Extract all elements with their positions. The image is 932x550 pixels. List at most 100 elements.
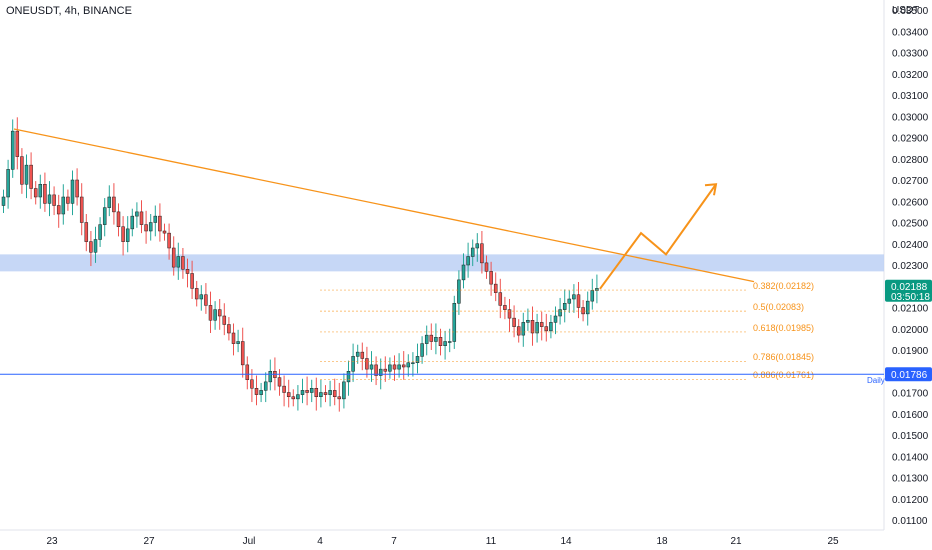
bar-countdown: 03:50:18 [891, 292, 930, 303]
candle [236, 329, 240, 353]
candle [33, 181, 38, 205]
candle-body [572, 294, 576, 300]
fib-level-label: 0.5(0.02083) [753, 302, 804, 312]
candle [512, 305, 516, 338]
candle-body [429, 334, 434, 342]
y-tick-label: 0.01100 [892, 516, 928, 527]
x-tick-label: 7 [391, 536, 397, 547]
candle [438, 328, 443, 356]
candle [369, 351, 374, 382]
candle-body [309, 388, 314, 393]
x-tick-label: Jul [243, 536, 256, 547]
candle-body [365, 358, 369, 370]
y-tick-label: 0.01700 [892, 389, 929, 400]
projection-path [599, 183, 717, 290]
candle-body [553, 315, 558, 323]
candle-body [208, 305, 213, 321]
candle-body [401, 364, 406, 368]
candle-body [512, 317, 516, 327]
candle [38, 174, 43, 209]
candle [56, 194, 61, 228]
candle-body [457, 279, 461, 304]
candle-body [388, 364, 392, 372]
fib-level-label: 0.886(0.01761) [753, 370, 814, 380]
candle [539, 311, 544, 341]
x-tick-label: 4 [317, 536, 323, 547]
candle-body [291, 396, 296, 400]
symbol-title[interactable]: ONEUSDT, 4h, BINANCE [6, 5, 132, 17]
candle-body [337, 396, 342, 400]
candle-body [245, 364, 250, 380]
candle [43, 172, 47, 212]
y-tick-label: 0.02000 [892, 325, 929, 336]
candle-body [75, 179, 79, 198]
candle-body [217, 309, 222, 317]
candle-body [56, 205, 61, 215]
candle-body [484, 262, 489, 272]
candle-body [539, 322, 544, 327]
candle [388, 357, 392, 379]
descending-trendline [13, 128, 755, 283]
candle-body [576, 294, 581, 308]
y-tick-label: 0.02500 [892, 219, 929, 230]
candle [434, 323, 438, 355]
candle-body [61, 196, 66, 215]
candle [383, 356, 388, 382]
candle-body [581, 307, 585, 315]
y-tick-label: 0.03100 [892, 91, 929, 102]
candle [135, 202, 139, 228]
candle [107, 185, 112, 217]
candle [429, 323, 434, 350]
candle-body [70, 179, 75, 204]
x-tick-label: 23 [46, 536, 58, 547]
candle-body [6, 169, 10, 198]
candle [291, 389, 296, 407]
candle-body [415, 356, 420, 363]
candle [98, 217, 102, 247]
y-tick-label: 0.03500 [892, 6, 929, 17]
candle-body [411, 362, 415, 364]
candle [79, 183, 84, 236]
last-price-tag [885, 279, 932, 302]
candle [374, 356, 378, 386]
y-tick-label: 0.02600 [892, 197, 929, 208]
candle [167, 223, 171, 260]
candle-body [185, 269, 190, 274]
candle [305, 376, 309, 406]
candle-body [268, 371, 273, 383]
candle [52, 186, 56, 216]
candle-body [489, 271, 493, 285]
candle [470, 239, 475, 267]
candle-body [378, 368, 383, 376]
candle-body [20, 156, 24, 185]
candle-body [562, 303, 567, 310]
candle-body [102, 207, 107, 225]
candle [240, 327, 245, 378]
candle [328, 380, 332, 407]
candle-body [420, 343, 424, 357]
y-tick-label: 0.01600 [892, 410, 929, 421]
candle-body [176, 256, 181, 268]
candle [213, 301, 217, 330]
candle [572, 284, 576, 313]
candle [268, 359, 273, 391]
candle-body [475, 243, 480, 249]
candle [162, 223, 167, 241]
candle-body [342, 381, 346, 400]
candle-body [397, 364, 401, 370]
candle [595, 274, 599, 304]
candle-body [516, 326, 521, 336]
candle [360, 342, 365, 371]
candle-body [259, 390, 263, 395]
candle-body [567, 298, 572, 304]
candle [397, 353, 401, 378]
candle [332, 378, 337, 406]
y-tick-label: 0.02300 [892, 261, 929, 272]
candle-body [107, 196, 112, 208]
candle-body [498, 292, 503, 306]
candle [406, 354, 411, 377]
candle-body [383, 368, 388, 372]
candle [199, 285, 204, 311]
